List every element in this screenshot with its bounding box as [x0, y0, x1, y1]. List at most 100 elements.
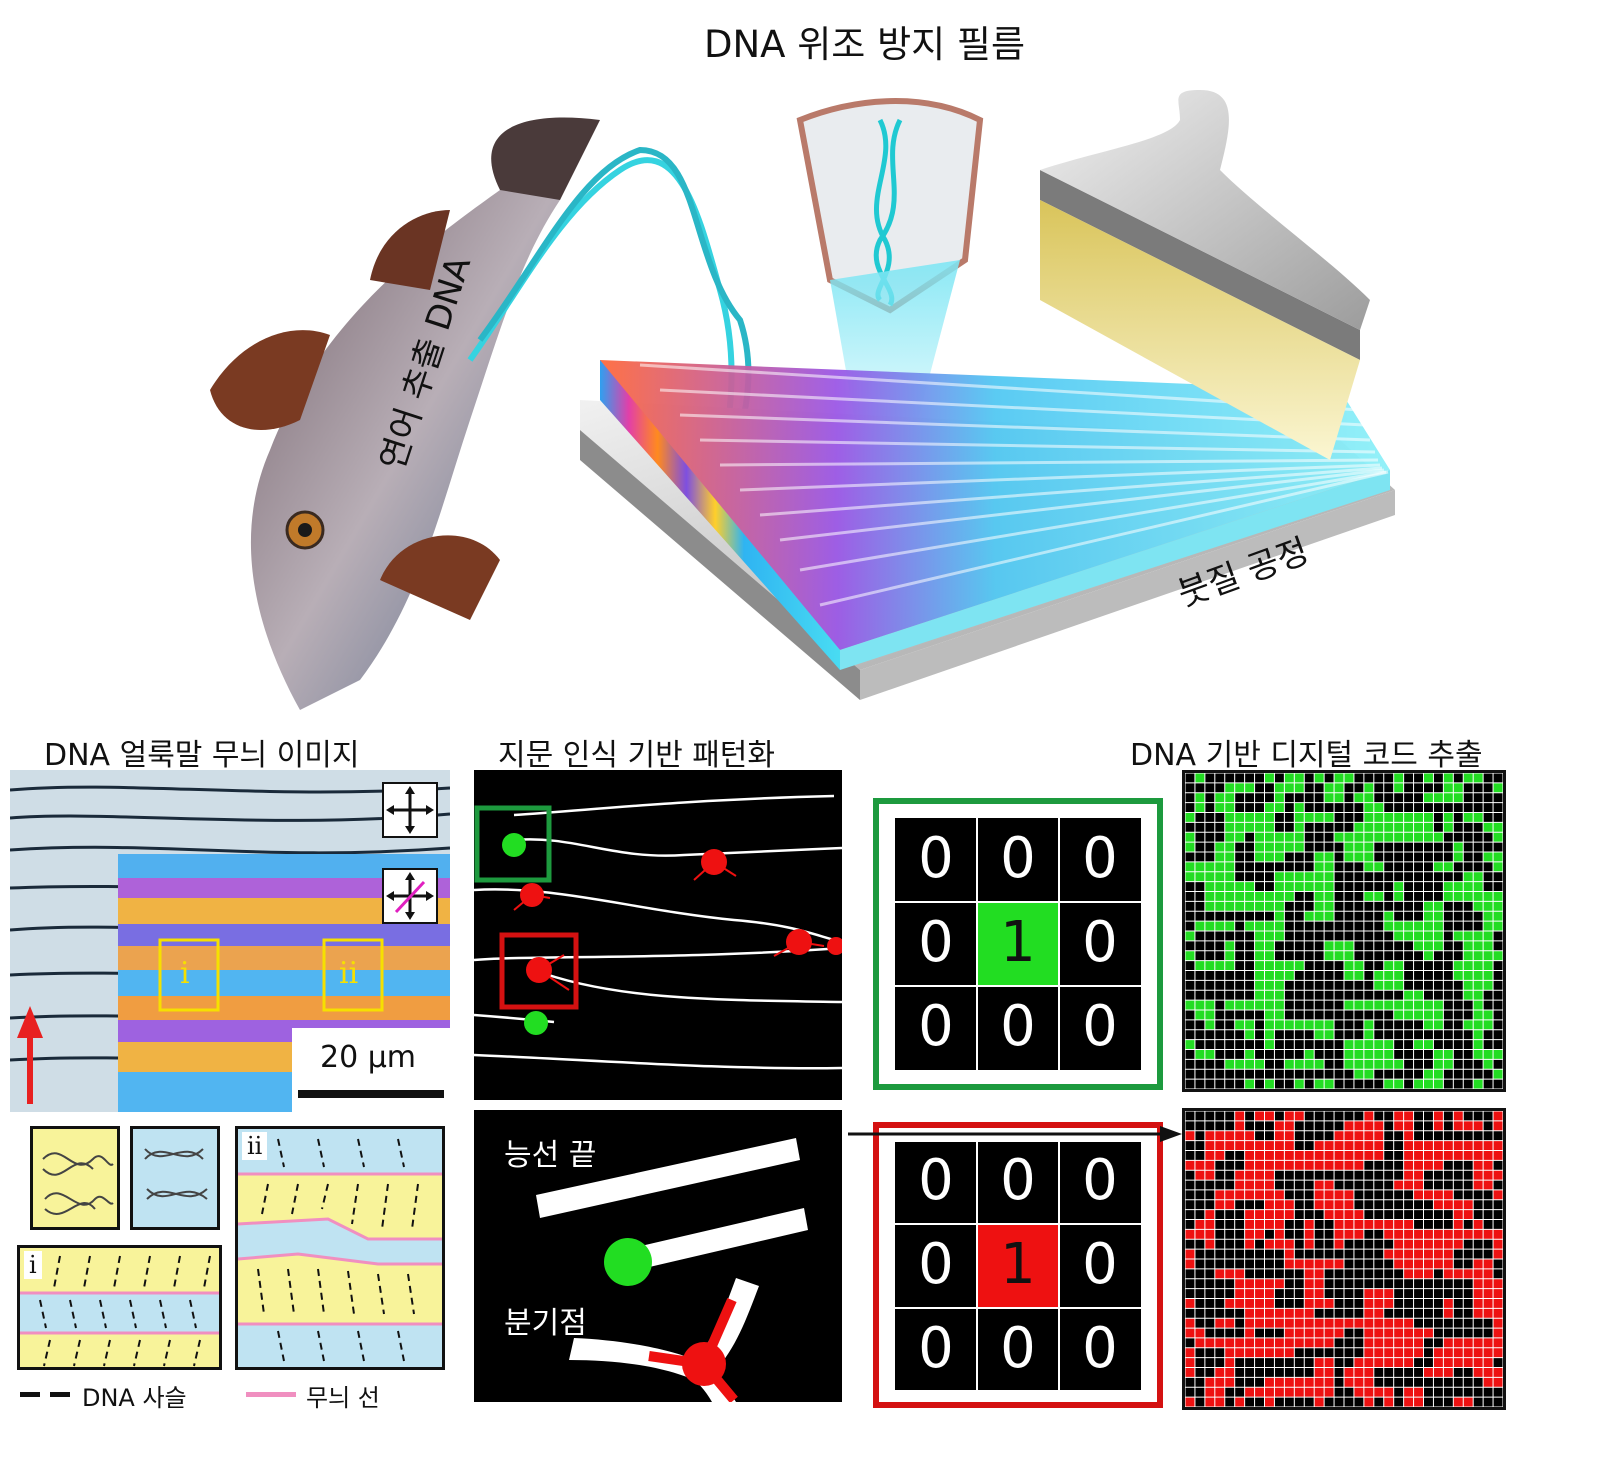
code-pixel — [1363, 1387, 1374, 1398]
code-pixel — [1244, 1079, 1255, 1089]
arrow-right-icon — [848, 1126, 1182, 1142]
code-pixel — [1344, 960, 1354, 971]
code-pixel — [1473, 1298, 1484, 1309]
code-pixel — [1234, 1189, 1245, 1200]
code-pixel — [1244, 1387, 1255, 1398]
code-pixel — [1204, 1130, 1215, 1141]
code-pixel — [1264, 1199, 1275, 1210]
ridge-ending-box — [474, 805, 552, 883]
code-pixel — [1473, 1288, 1484, 1299]
crossed-polarizer-icon — [382, 782, 438, 838]
code-pixel — [1363, 832, 1374, 843]
code-pixel — [1284, 960, 1295, 971]
code-pixel — [1453, 1209, 1464, 1220]
code-pixel — [1473, 1120, 1484, 1131]
code-pixel — [1423, 1189, 1434, 1200]
code-pixel — [1463, 773, 1474, 783]
code-pixel — [1344, 940, 1354, 951]
code-pixel — [1314, 1288, 1325, 1299]
code-pixel — [1353, 1069, 1364, 1080]
code-pixel — [1493, 1328, 1503, 1338]
code-pixel — [1473, 1357, 1484, 1368]
code-pixel — [1244, 1298, 1255, 1309]
code-pixel — [1403, 1010, 1414, 1020]
code-pixel — [1393, 1111, 1404, 1121]
code-pixel — [1463, 931, 1474, 941]
code-pixel — [1274, 881, 1285, 892]
code-pixel — [1403, 1120, 1414, 1131]
code-pixel — [1463, 990, 1474, 1001]
code-pixel — [1224, 1357, 1235, 1368]
code-pixel — [1244, 1278, 1255, 1289]
digital-code-title: DNA 기반 디지털 코드 추출 — [1130, 738, 1483, 773]
code-pixel — [1433, 832, 1444, 843]
code-pixel — [1214, 852, 1225, 862]
code-pixel — [1334, 1130, 1344, 1141]
code-pixel — [1353, 970, 1364, 981]
code-pixel — [1234, 1140, 1245, 1151]
code-pixel — [1353, 1219, 1364, 1230]
code-pixel — [1254, 1387, 1265, 1398]
code-pixel — [1185, 950, 1195, 961]
code-pixel — [1353, 1039, 1364, 1050]
code-pixel — [1363, 1049, 1374, 1060]
code-pixel — [1244, 1019, 1255, 1030]
code-pixel — [1324, 1337, 1335, 1348]
code-pixel — [1453, 842, 1464, 852]
code-pixel — [1443, 1239, 1454, 1250]
code-pixel — [1224, 1199, 1235, 1210]
code-pixel — [1353, 1120, 1364, 1131]
code-pixel — [1483, 1160, 1494, 1171]
code-pixel — [1284, 782, 1295, 793]
code-pixel — [1264, 990, 1275, 1001]
code-pixel — [1353, 1229, 1364, 1240]
code-pixel — [1473, 1170, 1484, 1181]
code-pixel — [1363, 842, 1374, 852]
code-pixel — [1214, 1318, 1225, 1329]
code-pixel — [1433, 1229, 1444, 1240]
code-pixel — [1483, 901, 1494, 912]
code-pixel — [1473, 773, 1484, 783]
code-pixel — [1274, 1229, 1285, 1240]
code-pixel — [1423, 1328, 1434, 1338]
code-pixel — [1403, 1328, 1414, 1338]
code-pixel — [1483, 940, 1494, 951]
dna-orientation-yellow-inset — [30, 1126, 120, 1230]
illustration-title: DNA 위조 방지 필름 — [704, 23, 1026, 66]
code-pixel — [1185, 1298, 1195, 1309]
code-pixel — [1353, 1150, 1364, 1161]
code-pixel — [1463, 1229, 1474, 1240]
code-pixel — [1473, 1180, 1484, 1190]
code-pixel — [1473, 1039, 1484, 1050]
code-pixel — [1473, 1347, 1484, 1358]
code-pixel — [1324, 782, 1335, 793]
code-pixel — [1214, 921, 1225, 931]
code-pixel — [1483, 1357, 1494, 1368]
code-pixel — [1433, 1111, 1444, 1121]
code-pixel — [1433, 921, 1444, 931]
code-pixel — [1453, 960, 1464, 971]
code-pixel — [1433, 931, 1444, 941]
code-pixel — [1463, 1397, 1474, 1407]
code-pixel — [1393, 1180, 1404, 1190]
code-pixel — [1373, 802, 1384, 813]
code-pixel — [1234, 1059, 1245, 1070]
code-pixel — [1264, 1000, 1275, 1010]
code-pixel — [1204, 921, 1215, 931]
code-pixel — [1353, 1049, 1364, 1060]
code-pixel — [1453, 891, 1464, 902]
code-pixel — [1274, 970, 1285, 981]
code-pixel — [1483, 1288, 1494, 1299]
code-pixel — [1423, 950, 1434, 961]
code-pixel — [1413, 1010, 1424, 1020]
code-pixel — [1234, 1278, 1245, 1289]
code-pixel — [1284, 891, 1295, 902]
code-pixel — [1214, 842, 1225, 852]
code-pixel — [1304, 1160, 1315, 1171]
code-pixel — [1493, 921, 1503, 931]
code-pixel — [1363, 812, 1374, 823]
code-pixel — [1324, 1180, 1335, 1190]
code-pixel — [1314, 1059, 1325, 1070]
code-pixel — [1363, 1318, 1374, 1329]
code-pixel — [1254, 812, 1265, 823]
